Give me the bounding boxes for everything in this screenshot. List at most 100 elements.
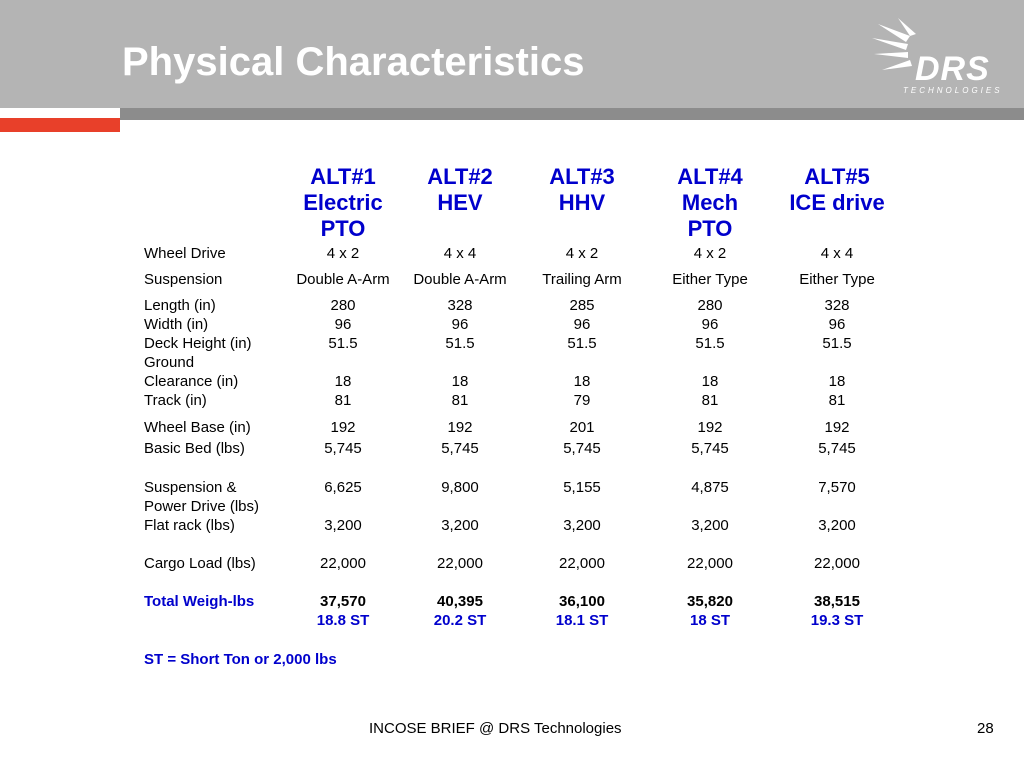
table-cell: 3,200 bbox=[818, 517, 856, 534]
table-cell: 18.8 ST bbox=[316, 612, 370, 629]
table-cell: 40,395 bbox=[437, 593, 483, 610]
table-cell: 328 bbox=[824, 297, 850, 314]
table-cell: 96 bbox=[701, 316, 719, 333]
column-header-alt3: ALT#3 HHV bbox=[549, 164, 615, 215]
table-cell: 3,200 bbox=[441, 517, 479, 534]
table-cell: Double A-Arm bbox=[296, 271, 390, 288]
table-cell: 5,745 bbox=[324, 440, 362, 457]
table-cell: 18 bbox=[828, 373, 846, 390]
row-label: Deck Height (in) bbox=[144, 335, 252, 352]
table-cell: 96 bbox=[334, 316, 352, 333]
table-cell: 20.2 ST bbox=[433, 612, 487, 629]
column-header-alt2: ALT#2 HEV bbox=[427, 164, 493, 215]
table-cell: 280 bbox=[697, 297, 723, 314]
table-cell: 38,515 bbox=[814, 593, 860, 610]
footnote: ST = Short Ton or 2,000 lbs bbox=[144, 651, 337, 668]
table-cell: 5,745 bbox=[691, 440, 729, 457]
row-label: Cargo Load (lbs) bbox=[144, 555, 256, 572]
table-cell: 5,155 bbox=[563, 479, 601, 496]
row-label: Total Weigh-lbs bbox=[144, 593, 255, 610]
row-label: Wheel Base (in) bbox=[144, 419, 251, 436]
table-cell: 51.5 bbox=[822, 335, 852, 352]
column-header-alt1: ALT#1 Electric PTO bbox=[303, 164, 383, 241]
table-cell: 3,200 bbox=[691, 517, 729, 534]
table-cell: 18 bbox=[573, 373, 591, 390]
table-cell: 9,800 bbox=[441, 479, 479, 496]
table-cell: 22,000 bbox=[320, 555, 366, 572]
table-cell: 285 bbox=[569, 297, 595, 314]
column-header-alt5: ALT#5 ICE drive bbox=[789, 164, 885, 215]
table-cell: 96 bbox=[451, 316, 469, 333]
table-cell: 81 bbox=[334, 392, 352, 409]
table-cell: 18 bbox=[451, 373, 469, 390]
table-cell: 4 x 2 bbox=[693, 245, 727, 262]
table-cell: 4 x 4 bbox=[443, 245, 477, 262]
row-label: Basic Bed (lbs) bbox=[144, 440, 245, 457]
table-cell: 36,100 bbox=[559, 593, 605, 610]
table-cell: Double A-Arm bbox=[413, 271, 507, 288]
table-cell: 280 bbox=[330, 297, 356, 314]
table-cell: 18 bbox=[334, 373, 352, 390]
table-cell: 4 x 2 bbox=[326, 245, 360, 262]
row-label: Suspension bbox=[144, 271, 223, 288]
row-label: Width (in) bbox=[144, 316, 209, 333]
table-cell: 7,570 bbox=[818, 479, 856, 496]
row-label: Length (in) bbox=[144, 297, 216, 314]
drs-logo-icon bbox=[872, 18, 916, 70]
table-cell: 22,000 bbox=[559, 555, 605, 572]
table-cell: 96 bbox=[573, 316, 591, 333]
table-cell: Trailing Arm bbox=[542, 271, 622, 288]
table-cell: 22,000 bbox=[437, 555, 483, 572]
table-cell: 18.1 ST bbox=[555, 612, 609, 629]
header-divider bbox=[120, 108, 1024, 120]
table-cell: 192 bbox=[697, 419, 723, 436]
table-cell: Either Type bbox=[672, 271, 748, 288]
table-cell: 22,000 bbox=[687, 555, 733, 572]
table-cell: 5,745 bbox=[563, 440, 601, 457]
table-cell: 18 ST bbox=[689, 612, 731, 629]
row-label: Suspension & bbox=[144, 479, 237, 496]
table-cell: 35,820 bbox=[687, 593, 733, 610]
table-cell: 192 bbox=[824, 419, 850, 436]
table-cell: 4 x 2 bbox=[565, 245, 599, 262]
slide-title: Physical Characteristics bbox=[122, 40, 585, 84]
table-cell: Either Type bbox=[799, 271, 875, 288]
row-label: Flat rack (lbs) bbox=[144, 517, 235, 534]
table-cell: 18 bbox=[701, 373, 719, 390]
row-label: Ground bbox=[144, 354, 195, 371]
table-cell: 96 bbox=[828, 316, 846, 333]
table-cell: 51.5 bbox=[445, 335, 475, 352]
table-cell: 3,200 bbox=[324, 517, 362, 534]
row-label: Wheel Drive bbox=[144, 245, 226, 262]
table-cell: 79 bbox=[573, 392, 591, 409]
table-cell: 6,625 bbox=[324, 479, 362, 496]
table-cell: 328 bbox=[447, 297, 473, 314]
column-header-alt4: ALT#4 Mech PTO bbox=[677, 164, 743, 241]
table-cell: 3,200 bbox=[563, 517, 601, 534]
table-cell: 5,745 bbox=[441, 440, 479, 457]
table-cell: 19.3 ST bbox=[810, 612, 864, 629]
page-number: 28 bbox=[977, 720, 994, 737]
table-cell: 201 bbox=[569, 419, 595, 436]
row-label: Clearance (in) bbox=[144, 373, 239, 390]
row-label: Track (in) bbox=[144, 392, 207, 409]
table-cell: 51.5 bbox=[695, 335, 725, 352]
table-cell: 4,875 bbox=[691, 479, 729, 496]
logo-subtext: TECHNOLOGIES bbox=[903, 86, 1003, 95]
table-cell: 5,745 bbox=[818, 440, 856, 457]
row-label: Power Drive (lbs) bbox=[144, 498, 260, 515]
slide-footer: INCOSE BRIEF @ DRS Technologies bbox=[369, 720, 622, 737]
table-cell: 51.5 bbox=[567, 335, 597, 352]
table-cell: 51.5 bbox=[328, 335, 358, 352]
table-cell: 192 bbox=[330, 419, 356, 436]
slide-header bbox=[0, 0, 1024, 108]
table-cell: 192 bbox=[447, 419, 473, 436]
table-cell: 22,000 bbox=[814, 555, 860, 572]
logo-text: DRS bbox=[915, 50, 990, 88]
table-cell: 37,570 bbox=[320, 593, 366, 610]
table-cell: 4 x 4 bbox=[820, 245, 854, 262]
table-cell: 81 bbox=[828, 392, 846, 409]
table-cell: 81 bbox=[701, 392, 719, 409]
header-accent-bar bbox=[0, 118, 120, 132]
table-cell: 81 bbox=[451, 392, 469, 409]
